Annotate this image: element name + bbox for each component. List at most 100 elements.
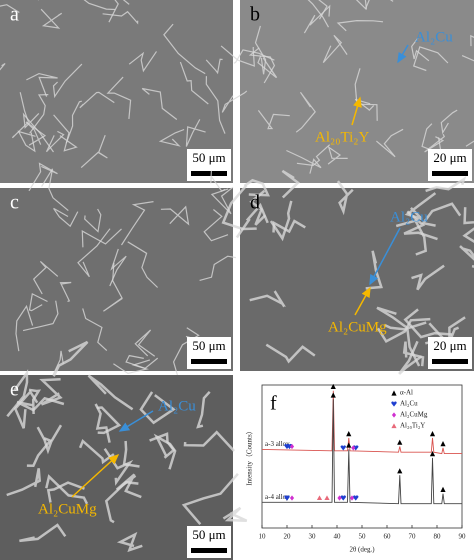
grain-boundary [205,58,223,75]
grain-boundary [257,55,278,79]
grain-boundary [94,403,111,443]
grain-boundary [45,474,89,505]
grain-boundary [336,180,354,216]
grain-boundary [235,202,269,239]
grain-boundary [269,200,293,242]
grain-boundary [77,228,111,278]
x-tick-label: 20 [284,533,292,541]
grain-boundary [141,87,178,120]
grain-boundary [11,92,30,139]
peak-marker [330,383,336,390]
grain-boundary [13,389,39,429]
grain-boundary [196,390,211,429]
grain-boundary [440,109,458,135]
grain-boundary [163,23,206,75]
grain-boundary [106,76,132,119]
x-tick-label: 80 [434,533,442,541]
peak-marker [429,451,436,457]
panel-label: e [10,379,19,401]
peak-marker [349,495,355,501]
grain-boundary [411,37,430,62]
grain-boundary [172,327,200,381]
grain-boundary [40,8,63,29]
annotation: Al₂CuMg [328,319,387,335]
grain-boundary [19,523,67,543]
grain-boundary [46,481,85,503]
grain-boundary [109,248,127,287]
legend-label: α-Al [400,389,413,397]
grain-boundary [103,262,123,312]
peak-marker [397,468,403,474]
scale-bar [191,359,227,364]
grain-boundary [421,202,462,227]
x-tick-label: 90 [459,533,467,541]
grain-boundary [421,123,443,155]
grain-boundary [26,437,53,467]
grain-boundary [65,100,82,144]
scale-bar [432,359,468,364]
grain-boundary [104,480,139,524]
panel: d 20 μm Al₂Cu Al₂CuMg [221,169,474,375]
grain-boundary [39,378,63,406]
scale-bar-text: 50 μm [192,338,225,353]
scale-bar-text: 20 μm [433,150,466,165]
grain-boundary [376,317,431,344]
scale-bar [191,548,227,553]
grain-boundary [45,130,65,153]
grain-boundary [318,0,328,20]
scale-bar [191,171,227,176]
peak-marker [340,445,346,451]
y-axis-title: Intensity（Counts） [246,427,254,485]
grain-boundary [205,76,226,134]
peak-marker [440,441,446,447]
grain-boundary [322,34,348,64]
grain-boundary [425,176,467,193]
panel-label: c [10,192,19,214]
grain-boundary [307,0,330,28]
peak-marker [324,495,330,501]
grain-boundary [41,168,69,212]
peak-marker [330,392,336,398]
grain-boundary [52,340,89,377]
grain-boundary [185,119,206,147]
grain-boundary [221,90,248,113]
annotation-arrow [397,44,409,64]
peak-marker [286,443,293,450]
x-axis-title: 2θ (deg.) [349,546,375,554]
grain-boundary [462,207,474,243]
grain-boundary [248,47,276,84]
legend-symbol [391,390,397,396]
peak-marker [337,495,342,501]
grain-boundary [459,245,474,261]
grain-boundary [0,4,20,14]
annotation-arrow [351,96,362,126]
plot-frame [261,384,463,529]
grain-boundary [102,10,139,25]
peak-marker [289,495,295,501]
annotation-arrow [369,227,401,286]
grain-boundary [15,304,34,352]
annotation: Al₂Cu [158,398,196,414]
peak-marker [316,495,323,501]
grain-boundary [199,255,237,281]
peak-marker [440,486,446,492]
x-tick-label: 60 [384,533,392,541]
grain-boundary [222,506,248,523]
grain-boundary [59,281,72,302]
grain-boundary [153,433,177,470]
grain-boundary [376,306,427,330]
panel: b 20 μm Al₂Cu Al₂₀Ti₂Y [220,0,474,183]
grain-boundary [179,61,209,105]
grain-boundary [403,308,453,339]
grain-boundary [355,0,394,10]
grain-boundary [181,472,239,526]
grain-boundary [295,91,316,133]
grain-boundary [36,424,63,455]
curve-label: a-4 alloy [265,493,290,501]
x-tick-label: 10 [259,533,267,541]
grain-boundary [122,440,140,468]
grain-boundary [376,128,404,158]
grain-boundary [128,51,157,73]
legend-label: Al₂CuMg [400,411,428,419]
annotation: Al₂₀Ti₂Y [315,129,369,145]
